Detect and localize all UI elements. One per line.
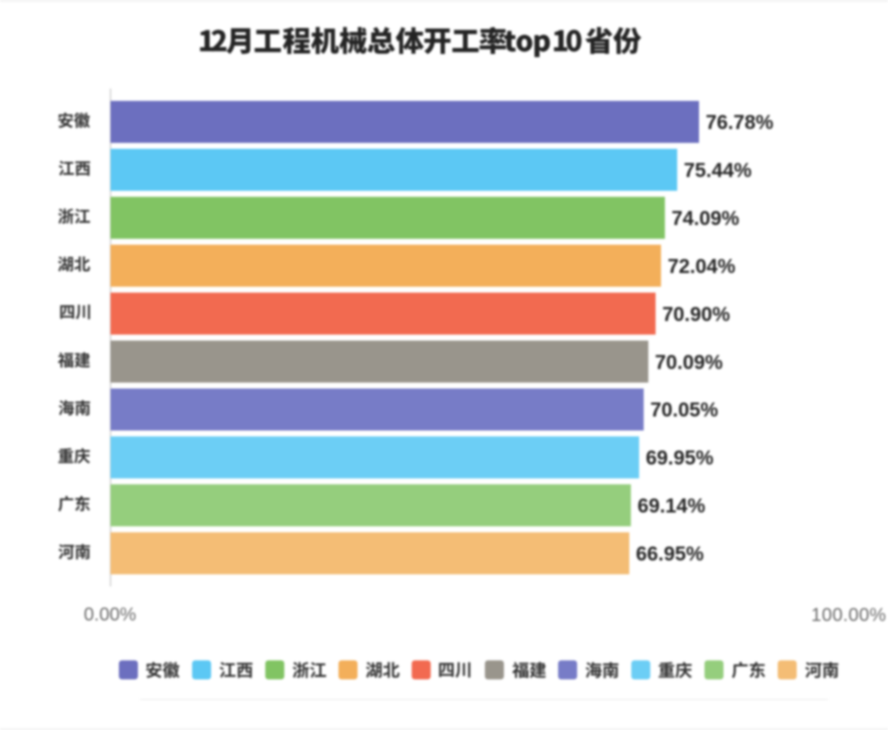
svg-text:70.05%: 70.05% xyxy=(650,400,718,422)
svg-text:69.95%: 69.95% xyxy=(646,448,714,470)
svg-text:69.14%: 69.14% xyxy=(638,496,706,518)
svg-text:74.09%: 74.09% xyxy=(672,208,740,230)
svg-text:76.78%: 76.78% xyxy=(706,112,774,134)
svg-text:0.00%: 0.00% xyxy=(84,603,136,624)
svg-text:100.00%: 100.00% xyxy=(811,604,886,625)
svg-text:70.09%: 70.09% xyxy=(655,352,723,374)
svg-text:72.04%: 72.04% xyxy=(668,256,736,278)
svg-text:70.90%: 70.90% xyxy=(662,304,730,326)
svg-text:75.44%: 75.44% xyxy=(684,160,752,182)
svg-text:66.95%: 66.95% xyxy=(636,544,704,566)
